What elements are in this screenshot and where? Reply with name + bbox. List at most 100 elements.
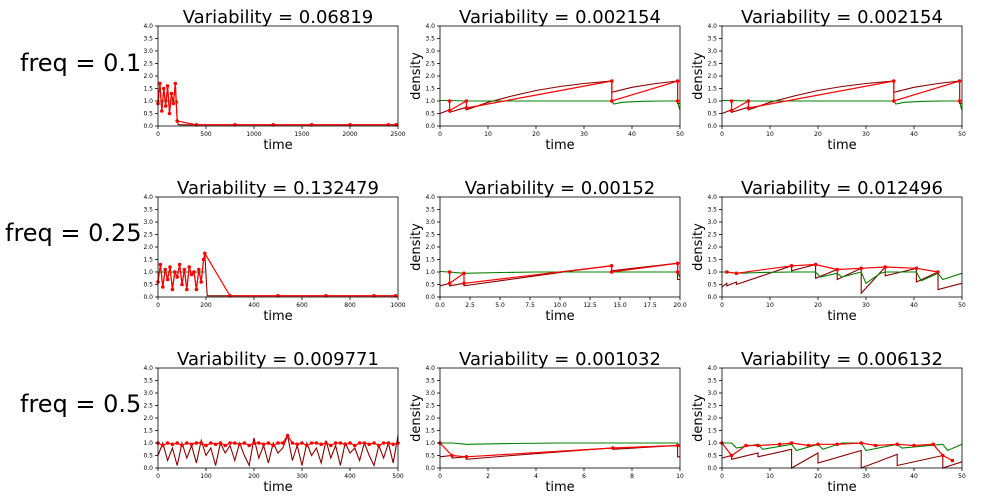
data-point bbox=[462, 271, 466, 276]
chart-panel-2: Variability = 0.002154 0.0 0.5 1.0 1.5 2.0 2.5… bbox=[409, 7, 684, 153]
y-tick-label: 0.0 bbox=[425, 123, 435, 130]
y-tick-label: 2.0 bbox=[143, 244, 153, 251]
data-point bbox=[675, 443, 680, 448]
chart-title: Variability = 0.006132 bbox=[741, 349, 943, 370]
x-tick-label: 100 bbox=[200, 473, 212, 480]
data-point bbox=[170, 287, 175, 292]
data-point bbox=[462, 281, 466, 286]
data-point bbox=[729, 453, 734, 458]
data-point bbox=[892, 99, 896, 103]
data-point bbox=[941, 453, 945, 458]
y-tick-label: 0.5 bbox=[707, 453, 717, 460]
y-tick-label: 3.0 bbox=[707, 390, 717, 397]
data-point bbox=[203, 251, 207, 256]
data-point bbox=[187, 265, 191, 269]
y-tick-label: 3.5 bbox=[425, 378, 435, 385]
series-line-3 bbox=[439, 442, 678, 458]
y-tick-label: 1.5 bbox=[425, 86, 435, 93]
series-line-2 bbox=[439, 270, 681, 278]
data-point bbox=[464, 99, 469, 103]
data-point bbox=[223, 443, 227, 448]
x-tick-label: 200 bbox=[200, 302, 212, 309]
data-point bbox=[734, 271, 739, 276]
y-tick-label: 0.0 bbox=[143, 294, 153, 301]
plot-area-frame bbox=[721, 196, 963, 298]
data-point bbox=[859, 441, 863, 445]
data-point bbox=[675, 270, 680, 274]
x-tick-label: 600 bbox=[296, 302, 308, 309]
chart-panel-4: Variability = 0.132479 0.0 0.5 1.0 1.5 2.0 2.5… bbox=[143, 178, 405, 324]
y-tick-label: 3.0 bbox=[425, 390, 435, 397]
series-line-3 bbox=[449, 80, 679, 112]
data-point bbox=[914, 266, 919, 271]
x-tick-label: 30 bbox=[862, 473, 870, 480]
data-point bbox=[213, 442, 218, 447]
data-point bbox=[675, 79, 680, 83]
x-axis-label: time bbox=[545, 309, 574, 324]
y-tick-label: 3.0 bbox=[425, 48, 435, 55]
y-tick-label: 2.0 bbox=[707, 244, 717, 251]
x-tick-label: 5.0 bbox=[495, 302, 505, 309]
x-axis-label: time bbox=[827, 480, 856, 495]
x-tick-label: 50 bbox=[958, 473, 966, 480]
plot-area-frame bbox=[157, 25, 399, 127]
y-tick-label: 3.5 bbox=[707, 36, 717, 43]
y-tick-label: 1.0 bbox=[143, 440, 153, 447]
x-tick-label: 0 bbox=[720, 131, 724, 138]
data-point bbox=[353, 443, 357, 448]
y-tick-label: 3.0 bbox=[143, 219, 153, 226]
data-point bbox=[835, 442, 839, 447]
x-tick-label: 0 bbox=[156, 131, 160, 138]
y-tick-label: 2.0 bbox=[425, 244, 435, 251]
y-tick-label: 3.0 bbox=[707, 219, 717, 226]
data-point bbox=[171, 101, 176, 106]
y-tick-label: 1.0 bbox=[425, 440, 435, 447]
y-tick-label: 2.0 bbox=[143, 415, 153, 422]
data-point bbox=[295, 442, 300, 447]
chart-panel-5: Variability = 0.00152 0.0 0.5 1.0 1.5 2.0 2.5 3… bbox=[409, 178, 687, 324]
y-tick-label: 0.0 bbox=[143, 123, 153, 130]
series-line-1 bbox=[439, 80, 680, 115]
data-point bbox=[160, 109, 164, 113]
data-point bbox=[675, 261, 680, 266]
y-tick-label: 4.0 bbox=[707, 194, 717, 201]
row-label-freq-0-5: freq = 0.5 bbox=[20, 390, 141, 418]
y-tick-label: 1.0 bbox=[425, 269, 435, 276]
data-point bbox=[192, 270, 196, 274]
y-tick-label: 2.0 bbox=[707, 415, 717, 422]
x-tick-label: 40 bbox=[910, 131, 918, 138]
data-point bbox=[252, 441, 256, 445]
data-point bbox=[609, 270, 614, 274]
data-point bbox=[777, 442, 782, 447]
chart-title: Variability = 0.002154 bbox=[741, 7, 943, 28]
data-point bbox=[447, 99, 452, 103]
x-axis-label: time bbox=[545, 138, 574, 153]
x-tick-label: 30 bbox=[862, 131, 870, 138]
x-tick-label: 17.5 bbox=[643, 302, 657, 309]
x-tick-label: 200 bbox=[248, 473, 260, 480]
chart-panel-7: Variability = 0.009771 0.0 0.5 1.0 1.5 2.0 2.5… bbox=[143, 349, 403, 495]
data-point bbox=[165, 277, 170, 282]
y-tick-label: 1.5 bbox=[143, 86, 153, 93]
data-point bbox=[367, 442, 372, 447]
series-line-2 bbox=[722, 271, 963, 285]
data-point bbox=[324, 441, 328, 445]
y-tick-label: 3.5 bbox=[425, 36, 435, 43]
x-tick-label: 10 bbox=[676, 473, 684, 480]
data-point bbox=[158, 262, 163, 267]
data-point bbox=[175, 119, 179, 123]
y-tick-label: 1.5 bbox=[707, 257, 717, 264]
x-tick-label: 20 bbox=[532, 131, 540, 138]
data-point bbox=[173, 81, 178, 86]
series-line-2 bbox=[440, 99, 681, 111]
x-tick-label: 1500 bbox=[294, 131, 309, 138]
y-tick-label: 1.5 bbox=[143, 428, 153, 435]
x-tick-label: 500 bbox=[392, 473, 404, 480]
y-tick-label: 4.0 bbox=[707, 365, 717, 372]
data-point bbox=[194, 441, 199, 445]
y-axis-label: density bbox=[691, 52, 706, 100]
data-point bbox=[447, 108, 452, 113]
y-tick-label: 2.5 bbox=[143, 403, 153, 410]
series-line-3 bbox=[157, 251, 396, 297]
x-tick-label: 30 bbox=[862, 302, 870, 309]
